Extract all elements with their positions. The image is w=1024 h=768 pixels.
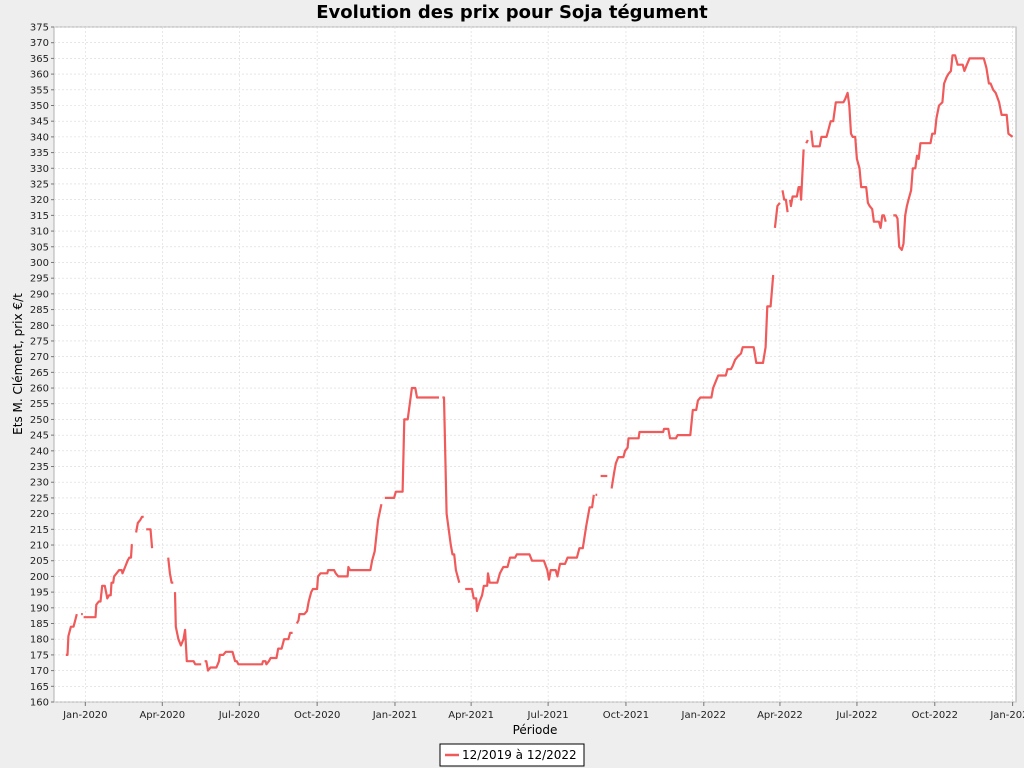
series-line-segment bbox=[442, 396, 461, 583]
series-line-segment bbox=[135, 515, 144, 533]
y-tick-label: 250 bbox=[30, 415, 49, 426]
y-tick-label: 325 bbox=[30, 179, 49, 190]
series-line-segment bbox=[805, 139, 809, 144]
series-line-segment bbox=[384, 386, 439, 499]
series-line-segment bbox=[167, 557, 174, 584]
y-tick-label: 270 bbox=[30, 352, 49, 363]
y-tick-label: 320 bbox=[30, 195, 49, 206]
y-tick-label: 260 bbox=[30, 384, 49, 395]
y-tick-label: 280 bbox=[30, 321, 49, 332]
series-lines bbox=[65, 54, 1014, 672]
y-tick-label: 345 bbox=[30, 117, 49, 128]
series-line-segment bbox=[789, 149, 805, 208]
y-tick-label: 200 bbox=[30, 572, 49, 583]
x-tick-label: Jan-2023 bbox=[989, 710, 1024, 721]
y-tick-label: 350 bbox=[30, 101, 49, 112]
x-axis-ticks: Jan-2020 Apr-2020 Jul-2020 Oct-2020 Jan-2021… bbox=[62, 702, 1024, 721]
y-tick-label: 195 bbox=[30, 588, 49, 599]
y-tick-label: 255 bbox=[30, 399, 49, 410]
y-tick-label: 190 bbox=[30, 603, 49, 614]
series-line-segment bbox=[65, 613, 78, 657]
y-tick-label: 300 bbox=[30, 258, 49, 269]
x-tick-label: Oct-2021 bbox=[603, 710, 649, 721]
y-tick-label: 315 bbox=[30, 211, 49, 222]
y-tick-label: 295 bbox=[30, 274, 49, 285]
x-tick-label: Jan-2021 bbox=[372, 710, 417, 721]
x-tick-label: Apr-2020 bbox=[139, 710, 185, 721]
series-line-segment bbox=[204, 631, 293, 672]
legend-box bbox=[439, 743, 585, 767]
y-tick-label: 180 bbox=[30, 635, 49, 646]
y-axis-label: Ets M. Clément, prix €/t bbox=[11, 293, 25, 435]
x-tick-label: Oct-2020 bbox=[294, 710, 340, 721]
x-tick-label: Jul-2021 bbox=[527, 710, 569, 721]
y-tick-label: 370 bbox=[30, 38, 49, 49]
series-line-segment bbox=[610, 274, 775, 489]
y-axis-ticks: 160 165 170 175 180 185 190 195 200 205 210 215 220 2… bbox=[30, 23, 54, 709]
x-tick-label: Jul-2020 bbox=[218, 710, 260, 721]
y-tick-label: 275 bbox=[30, 336, 49, 347]
series-line-segment bbox=[773, 202, 781, 229]
series-line-segment bbox=[810, 91, 887, 229]
y-tick-label: 265 bbox=[30, 368, 49, 379]
y-tick-label: 340 bbox=[30, 132, 49, 143]
plot-area bbox=[53, 26, 1017, 703]
y-tick-label: 335 bbox=[30, 148, 49, 159]
y-tick-label: 305 bbox=[30, 242, 49, 253]
y-tick-label: 225 bbox=[30, 493, 49, 504]
legend: 12/2019 à 12/2022 bbox=[439, 743, 585, 767]
x-axis-label: Période bbox=[513, 723, 558, 737]
series-line-segment bbox=[295, 503, 383, 625]
y-tick-label: 210 bbox=[30, 541, 49, 552]
series-line-segment bbox=[465, 494, 595, 613]
series-line-segment bbox=[173, 592, 202, 666]
series-line-segment bbox=[893, 54, 1014, 251]
x-tick-label: Jan-2022 bbox=[681, 710, 726, 721]
y-tick-label: 310 bbox=[30, 227, 49, 238]
y-tick-label: 215 bbox=[30, 525, 49, 536]
y-tick-label: 290 bbox=[30, 289, 49, 300]
y-tick-label: 165 bbox=[30, 682, 49, 693]
x-tick-label: Apr-2021 bbox=[448, 710, 494, 721]
y-tick-label: 330 bbox=[30, 164, 49, 175]
series-line-segment bbox=[781, 190, 789, 213]
y-tick-label: 285 bbox=[30, 305, 49, 316]
chart-title: Evolution des prix pour Soja tégument bbox=[316, 2, 708, 23]
x-tick-label: Apr-2022 bbox=[757, 710, 803, 721]
series-line-segment bbox=[146, 528, 154, 549]
y-tick-label: 245 bbox=[30, 431, 49, 442]
x-tick-label: Jul-2022 bbox=[835, 710, 877, 721]
y-tick-label: 170 bbox=[30, 666, 49, 677]
x-tick-label: Oct-2022 bbox=[912, 710, 958, 721]
y-tick-label: 220 bbox=[30, 509, 49, 520]
y-tick-label: 160 bbox=[30, 698, 49, 709]
y-tick-label: 175 bbox=[30, 650, 49, 661]
y-tick-label: 360 bbox=[30, 70, 49, 81]
y-tick-label: 235 bbox=[30, 462, 49, 473]
y-tick-label: 185 bbox=[30, 619, 49, 630]
y-tick-label: 240 bbox=[30, 446, 49, 457]
y-tick-label: 355 bbox=[30, 85, 49, 96]
y-tick-label: 230 bbox=[30, 478, 49, 489]
x-tick-label: Jan-2020 bbox=[62, 710, 107, 721]
y-tick-label: 205 bbox=[30, 556, 49, 567]
y-tick-label: 375 bbox=[30, 23, 49, 34]
gridlines bbox=[54, 26, 1016, 703]
y-tick-label: 365 bbox=[30, 54, 49, 65]
series-line-segment bbox=[83, 543, 133, 619]
legend-entry-label: 12/2019 à 12/2022 bbox=[462, 748, 577, 762]
